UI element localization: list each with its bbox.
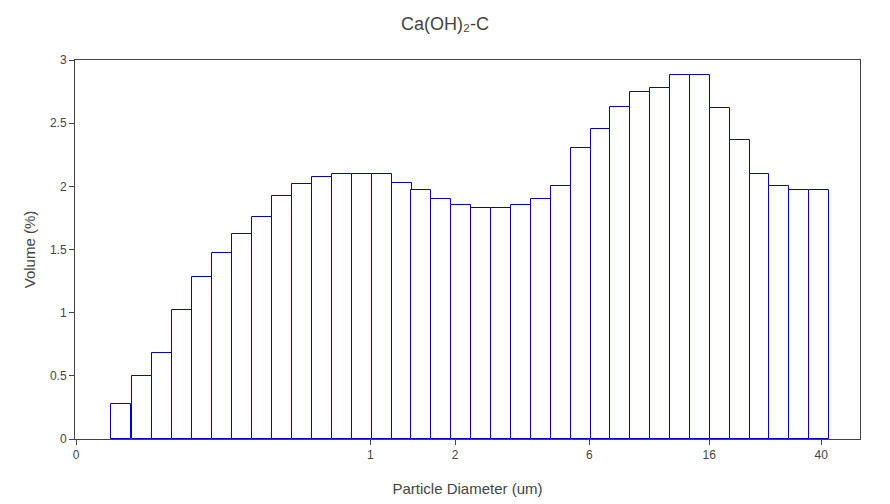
svg-text:2.5: 2.5 — [50, 116, 67, 130]
svg-text:6: 6 — [586, 448, 593, 462]
svg-text:Ca(OH)₂-C: Ca(OH)₂-C — [401, 14, 489, 34]
svg-text:0.5: 0.5 — [50, 369, 67, 383]
svg-text:0: 0 — [73, 448, 80, 462]
svg-text:2: 2 — [60, 180, 67, 194]
svg-text:16: 16 — [703, 448, 717, 462]
svg-text:3: 3 — [60, 53, 67, 67]
svg-text:Particle Diameter (um): Particle Diameter (um) — [392, 480, 542, 497]
svg-text:0: 0 — [60, 432, 67, 446]
svg-text:1.5: 1.5 — [50, 243, 67, 257]
svg-text:2: 2 — [452, 448, 459, 462]
svg-text:1: 1 — [60, 306, 67, 320]
svg-text:1: 1 — [367, 448, 374, 462]
svg-text:40: 40 — [815, 448, 829, 462]
svg-text:Volume (%): Volume (%) — [21, 211, 38, 289]
